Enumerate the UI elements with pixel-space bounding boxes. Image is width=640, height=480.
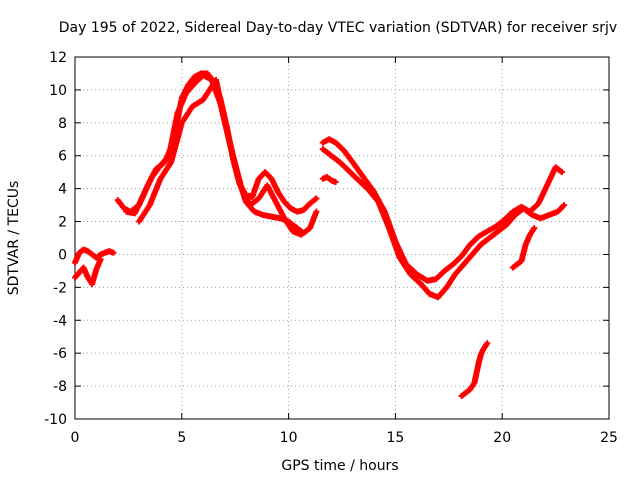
y-tick-label: 10: [49, 83, 67, 99]
y-tick-label: -6: [53, 346, 67, 362]
x-tick-label: 10: [280, 430, 298, 446]
grid: [75, 57, 609, 419]
x-tick-label: 5: [177, 430, 186, 446]
data-point: [110, 249, 117, 256]
y-tick-label: 0: [58, 247, 67, 263]
data-point: [332, 179, 339, 186]
y-tick-label: 4: [58, 182, 67, 198]
data-point: [97, 256, 104, 263]
plot-frame: [74, 56, 610, 420]
data-point: [313, 195, 320, 202]
data-point: [559, 169, 566, 176]
x-axis-title: GPS time / hours: [281, 458, 398, 474]
y-tick-label: 2: [58, 215, 67, 231]
y-tick-label: 6: [58, 149, 67, 165]
chart-title: Day 195 of 2022, Sidereal Day-to-day VTE…: [59, 20, 617, 36]
data-points: [72, 70, 568, 399]
axis-ticks: 0 5 10 15 20 25 -10 -8 -6 -4 -2 0 2 4 6 8 10 12: [44, 50, 618, 446]
x-tick-label: 20: [493, 430, 511, 446]
x-tick-label: 15: [386, 430, 404, 446]
y-axis-title: SDTVAR / TECUs: [6, 181, 22, 296]
x-tick-label: 0: [71, 430, 80, 446]
y-tick-label: -10: [44, 412, 67, 428]
data-point: [313, 208, 320, 215]
data-point: [298, 231, 305, 238]
y-tick-label: -2: [53, 280, 67, 296]
y-tick-label: -8: [53, 379, 67, 395]
x-tick-label: 25: [600, 430, 618, 446]
data-point: [531, 225, 538, 232]
y-tick-label: -4: [53, 313, 67, 329]
y-tick-label: 8: [58, 116, 67, 132]
data-point: [561, 202, 568, 209]
y-tick-label: 12: [49, 50, 67, 66]
data-point: [484, 340, 491, 347]
